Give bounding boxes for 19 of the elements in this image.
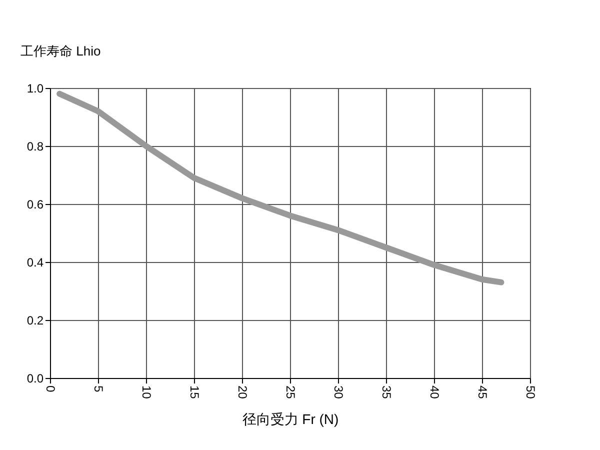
x-tick-label: 20 <box>236 386 250 400</box>
x-axis-title: 径向受力 Fr (N) <box>242 410 339 427</box>
y-tick-label: 0.6 <box>26 198 44 212</box>
y-tick-label: 0.4 <box>26 256 44 270</box>
x-tick-label: 50 <box>524 386 538 400</box>
x-tick-label: 40 <box>428 386 442 400</box>
x-tick-label: 5 <box>92 386 106 392</box>
y-tick-label: 0.8 <box>26 140 44 154</box>
y-tick-label: 1.0 <box>26 82 44 96</box>
y-axis-title: 工作寿命 Lhio <box>20 44 101 58</box>
x-tick-label: 35 <box>380 386 394 400</box>
x-tick-label: 45 <box>476 386 490 400</box>
x-tick-label: 10 <box>140 386 154 400</box>
x-tick-label: 30 <box>332 386 346 400</box>
x-tick-label: 25 <box>284 386 298 400</box>
x-tick-label: 0 <box>44 386 58 392</box>
y-tick-label: 0.2 <box>26 314 44 328</box>
y-tick-label: 0.0 <box>26 372 44 386</box>
x-tick-label: 15 <box>188 386 202 400</box>
